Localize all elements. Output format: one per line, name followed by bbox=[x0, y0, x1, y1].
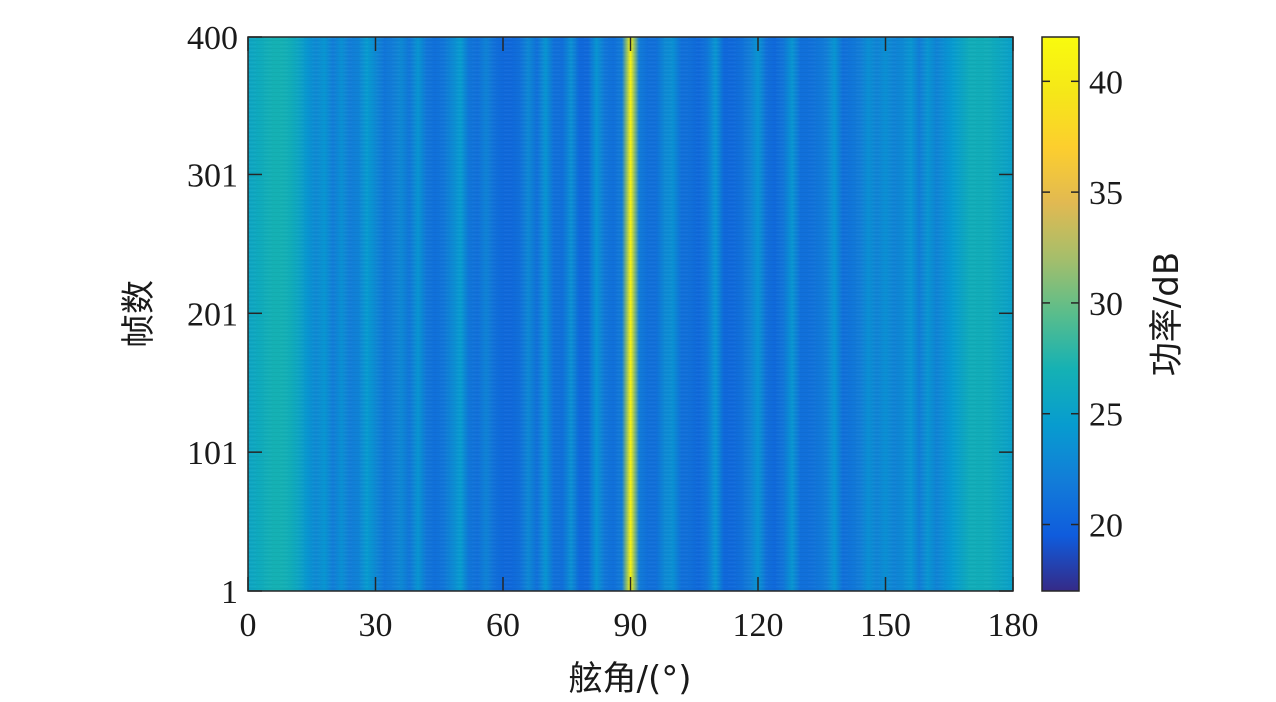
colorbar-tick-label: 20 bbox=[1089, 508, 1123, 545]
y-tick-label: 301 bbox=[187, 157, 238, 194]
colorbar bbox=[1041, 36, 1080, 592]
colorbar-frame bbox=[1041, 36, 1080, 592]
colorbar-ticks: 20 25 30 35 40 bbox=[1042, 64, 1123, 545]
x-tick-label: 90 bbox=[614, 607, 648, 644]
x-tick-label: 60 bbox=[486, 607, 520, 644]
y-tick-label: 400 bbox=[187, 20, 238, 57]
x-tick-label: 180 bbox=[988, 607, 1039, 644]
x-tick-label: 30 bbox=[359, 607, 393, 644]
colorbar-image bbox=[1042, 37, 1079, 591]
y-tick-label: 201 bbox=[187, 296, 238, 333]
x-tick-label: 150 bbox=[860, 607, 911, 644]
colorbar-tick-label: 40 bbox=[1089, 64, 1123, 101]
y-axis-ticks: 1 101 201 301 400 bbox=[187, 20, 1013, 611]
y-tick-label: 1 bbox=[221, 574, 238, 611]
x-tick-label: 0 bbox=[240, 607, 257, 644]
heatmap-plot bbox=[247, 36, 1014, 592]
y-tick-label: 101 bbox=[187, 435, 238, 472]
x-tick-label: 120 bbox=[733, 607, 784, 644]
x-axis-ticks: 0 30 60 90 120 150 180 bbox=[240, 37, 1039, 644]
colorbar-title: 功率/dB bbox=[1147, 252, 1187, 376]
x-axis-title: 舷角/(°) bbox=[569, 659, 692, 699]
colorbar-tick-label: 30 bbox=[1089, 286, 1123, 323]
colorbar-tick-label: 35 bbox=[1089, 175, 1123, 212]
colorbar-tick-label: 25 bbox=[1089, 397, 1123, 434]
y-axis-title: 帧数 bbox=[119, 280, 159, 348]
frame-noise-overlay bbox=[248, 37, 1013, 591]
